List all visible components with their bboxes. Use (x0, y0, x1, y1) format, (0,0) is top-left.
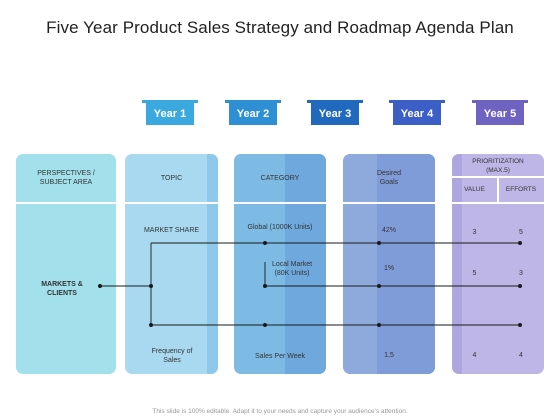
year-tag-5: Year 5 (472, 100, 528, 130)
prioritization-column-stripe (452, 154, 462, 374)
page-title: Five Year Product Sales Strategy and Roa… (46, 18, 514, 37)
prioritization-separator (452, 202, 544, 204)
perspectives-header: PERSPECTIVES / SUBJECT AREA (37, 170, 95, 186)
row-3-efforts: 4 (519, 351, 523, 359)
connector-node (518, 323, 522, 327)
prioritization-sub-separator (452, 176, 544, 178)
row-3-goal: 1,5 (384, 351, 394, 359)
goals-column-stripe (377, 154, 435, 374)
year-tag-2-bar (225, 100, 281, 103)
prioritization-divider (497, 177, 499, 202)
row-1-goal: 42% (381, 226, 396, 234)
row-2-efforts: 3 (519, 269, 523, 277)
year-tag-2: Year 2 (225, 100, 281, 130)
topic-column-stripe (207, 154, 218, 374)
connector-node (98, 284, 102, 288)
row-1-topic: MARKET SHARE (143, 226, 200, 234)
connector-node (377, 241, 381, 245)
connector-node (377, 323, 381, 327)
connector-node (263, 323, 267, 327)
year-tag-1-bar (142, 100, 198, 103)
connector-node (149, 284, 153, 288)
row-1-value: 3 (472, 228, 477, 236)
desired-goals-header: Desired Goals (376, 170, 402, 186)
year-tag-5-label: Year 5 (476, 103, 524, 125)
row-2-category: Local Market (80K Units) (271, 261, 313, 277)
year-tag-4-bar (389, 100, 445, 103)
row-1-category: Global (1000K Units) (247, 223, 313, 231)
subject-label: MARKETS & CLIENTS (41, 281, 83, 297)
connector-node (263, 284, 267, 288)
value-header: VALUE (464, 185, 485, 193)
category-separator (234, 202, 326, 204)
prioritization-header: PRIORITIZATION (MAX.5) (472, 158, 524, 174)
connector-node (518, 284, 522, 288)
connector-node (518, 241, 522, 245)
row-2-goal: 1% (383, 264, 395, 272)
year-tag-4-label: Year 4 (393, 103, 441, 125)
category-header: CATEGORY (260, 174, 300, 182)
row-3-topic: Frequency of Sales (151, 348, 193, 364)
connector-node (263, 241, 267, 245)
topic-column (125, 154, 218, 374)
category-column-stripe (285, 154, 326, 374)
perspectives-column (16, 154, 116, 374)
efforts-header: EFFORTS (505, 185, 537, 193)
goals-separator (343, 202, 435, 204)
topic-header: TOPIC (160, 174, 183, 182)
row-3-category: Sales Per Week (254, 352, 306, 360)
year-tag-3-label: Year 3 (311, 103, 359, 125)
row-2-value: 5 (472, 269, 477, 277)
row-3-value: 4 (472, 351, 477, 359)
year-tag-3-bar (307, 100, 363, 103)
topic-separator (125, 202, 218, 204)
row-1-efforts: 5 (519, 228, 523, 236)
footer-note: This slide is 100% editable. Adapt it to… (152, 408, 408, 415)
year-tag-1: Year 1 (142, 100, 198, 130)
year-tag-2-label: Year 2 (229, 103, 277, 125)
connector-node (149, 323, 153, 327)
perspectives-separator (16, 202, 116, 204)
year-tag-1-label: Year 1 (146, 103, 194, 125)
year-tag-4: Year 4 (389, 100, 445, 130)
year-tag-3: Year 3 (307, 100, 363, 130)
year-tag-5-bar (472, 100, 528, 103)
connector-node (377, 284, 381, 288)
